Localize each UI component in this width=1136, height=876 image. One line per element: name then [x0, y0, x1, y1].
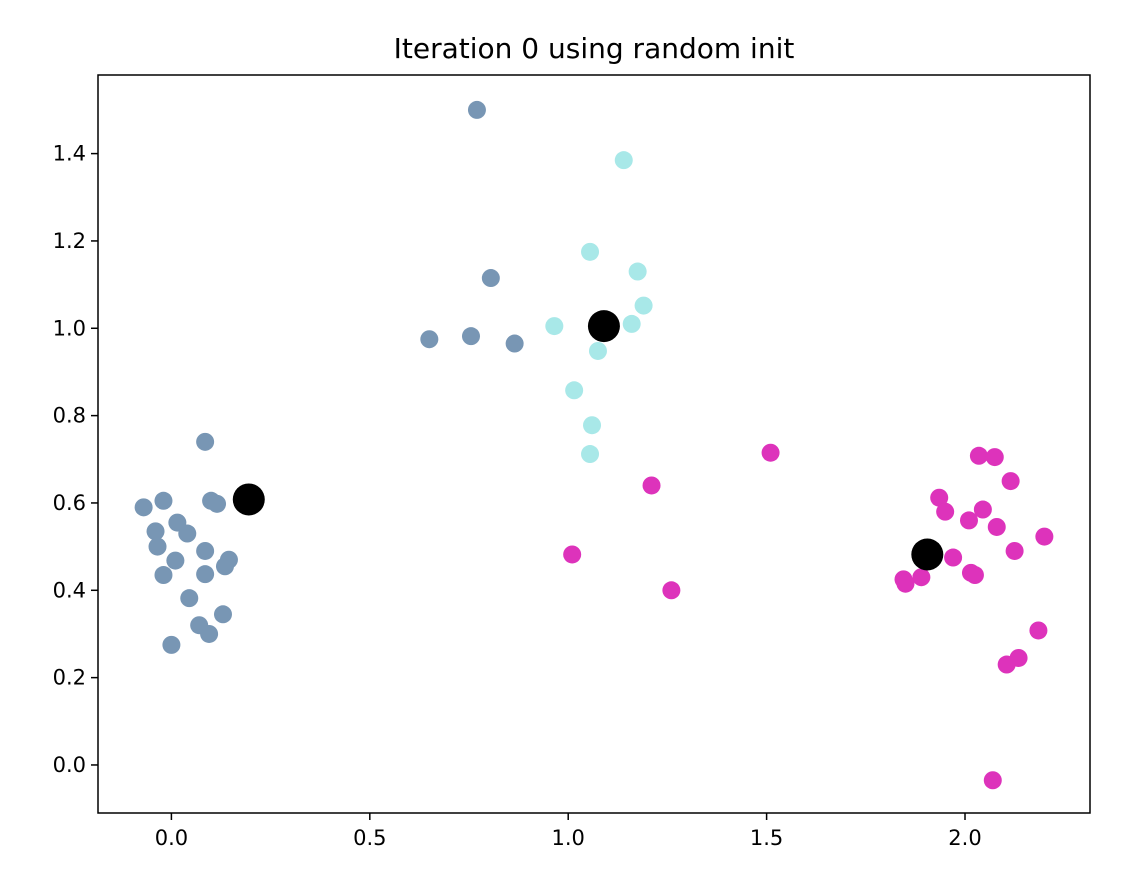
x-tick-label: 1.5: [750, 826, 783, 850]
data-point: [196, 565, 215, 584]
data-point: [1029, 621, 1048, 640]
series-1: [134, 100, 524, 654]
data-point: [969, 446, 988, 465]
data-point: [930, 488, 949, 507]
data-point: [154, 566, 173, 585]
data-point: [200, 624, 219, 643]
data-point: [563, 545, 582, 564]
data-point: [581, 242, 600, 261]
data-point: [588, 341, 607, 360]
data-point: [196, 541, 215, 560]
y-tick-label: 1.4: [53, 142, 86, 166]
data-point: [196, 432, 215, 451]
data-point: [581, 445, 600, 464]
chart-title: Iteration 0 using random init: [394, 32, 795, 65]
data-point: [166, 551, 185, 570]
data-point: [944, 548, 963, 567]
y-tick-label: 1.2: [53, 229, 86, 253]
data-point: [467, 100, 486, 119]
data-point: [481, 269, 500, 288]
data-point: [1001, 472, 1020, 491]
data-point: [622, 314, 641, 333]
centroid-layer: [232, 310, 944, 571]
data-point: [973, 500, 992, 519]
x-axis: 0.0 0.5 1.0 1.5 2.0: [155, 813, 982, 850]
data-point: [146, 522, 165, 541]
data-point: [959, 511, 978, 530]
data-point: [1005, 541, 1024, 560]
data-point: [1035, 527, 1054, 546]
data-point: [965, 566, 984, 585]
data-point: [583, 416, 602, 435]
data-point: [213, 605, 232, 624]
data-point: [162, 635, 181, 654]
data-point: [936, 502, 955, 521]
data-point: [148, 537, 167, 556]
data-point: [983, 771, 1002, 790]
data-point: [180, 589, 199, 608]
data-point: [662, 581, 681, 600]
data-point: [987, 517, 1006, 536]
y-tick-label: 0.4: [53, 578, 86, 602]
x-tick-label: 0.5: [353, 826, 386, 850]
data-point: [896, 574, 915, 593]
y-tick-label: 0.2: [53, 666, 86, 690]
data-point: [997, 655, 1016, 674]
data-point: [642, 476, 661, 495]
data-point: [505, 334, 524, 353]
data-point: [628, 262, 647, 281]
data-point: [761, 443, 780, 462]
y-tick-label: 0.0: [53, 753, 86, 777]
data-point: [614, 151, 633, 170]
centroid-point: [232, 483, 265, 516]
data-point: [134, 498, 153, 517]
data-point: [178, 524, 197, 543]
data-point: [420, 330, 439, 349]
centroid-point: [587, 310, 620, 343]
data-point: [208, 494, 227, 513]
data-point: [912, 568, 931, 587]
y-tick-label: 0.8: [53, 404, 86, 428]
data-point: [565, 381, 584, 400]
y-axis: 0.0 0.2 0.4 0.6 0.8 1.0 1.2 1.4: [53, 142, 98, 777]
data-point: [545, 317, 564, 336]
x-tick-label: 2.0: [948, 826, 981, 850]
series-3: [563, 443, 1054, 790]
centroid-point: [911, 538, 944, 571]
y-tick-label: 1.0: [53, 316, 86, 340]
data-point: [215, 557, 234, 576]
series-layer: [134, 100, 1054, 790]
data-point: [154, 491, 173, 510]
data-point: [461, 327, 480, 346]
x-tick-label: 1.0: [552, 826, 585, 850]
plot-area: [97, 74, 1091, 814]
plot-frame: [97, 74, 1091, 814]
data-point: [634, 296, 653, 315]
data-point: [985, 448, 1004, 467]
series-2: [545, 151, 653, 464]
x-tick-label: 0.0: [155, 826, 188, 850]
y-tick-label: 0.6: [53, 491, 86, 515]
